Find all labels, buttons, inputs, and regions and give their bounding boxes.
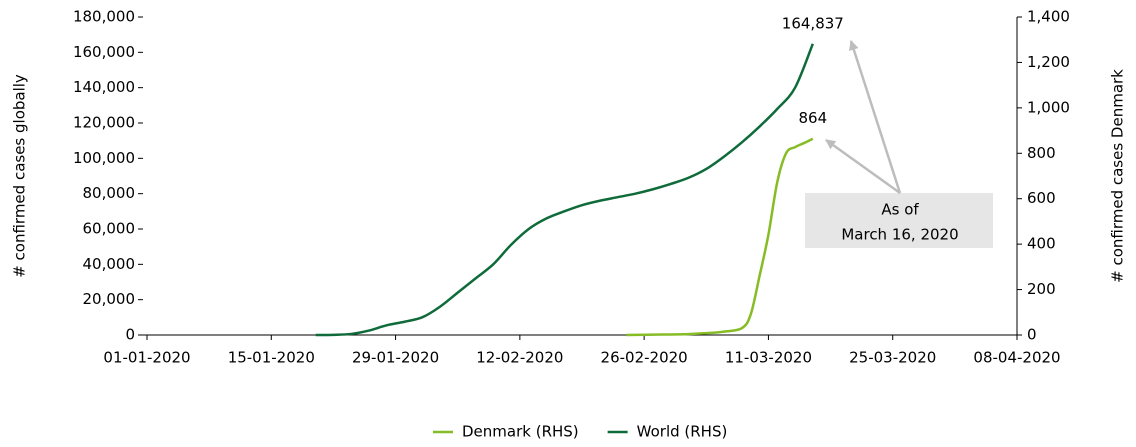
- arrow: [849, 40, 902, 194]
- x-tick-label: 29-01-2020: [352, 349, 439, 367]
- y-tick-label: 60,000: [83, 220, 136, 238]
- y-axis-label: # confirmed cases globally: [11, 74, 29, 278]
- series-line: [315, 43, 814, 337]
- data-label: 864: [798, 109, 827, 127]
- y-tick-label: 100,000: [73, 149, 135, 167]
- y2-tick-label: 600: [1027, 189, 1056, 207]
- x-tick-label: 01-01-2020: [103, 349, 190, 367]
- note-text: March 16, 2020: [841, 226, 958, 244]
- y2-tick-label: 400: [1027, 235, 1056, 253]
- y-tick-label: 80,000: [83, 184, 136, 202]
- y2-tick-label: 800: [1027, 144, 1056, 162]
- y-tick-label: 0: [125, 326, 135, 344]
- y-tick-label: 160,000: [73, 43, 135, 61]
- y-tick-label: 20,000: [83, 290, 136, 308]
- y2-tick-label: 1,400: [1027, 8, 1070, 26]
- y-tick-label: 140,000: [73, 78, 135, 96]
- series-line: [626, 137, 814, 337]
- x-tick-label: 11-03-2020: [725, 349, 812, 367]
- y2-tick-label: 1,000: [1027, 98, 1070, 116]
- y-tick-label: 40,000: [83, 255, 136, 273]
- x-tick-label: 15-01-2020: [228, 349, 315, 367]
- note-box: [805, 193, 993, 248]
- x-tick-label: 26-02-2020: [601, 349, 688, 367]
- x-tick-label: 12-02-2020: [476, 349, 563, 367]
- data-label: 164,837: [782, 14, 844, 32]
- legend-label: Denmark (RHS): [462, 423, 579, 441]
- x-tick-label: 25-03-2020: [849, 349, 936, 367]
- y2-tick-label: 0: [1027, 326, 1037, 344]
- y2-axis-label: # confirmed cases Denmark: [1109, 69, 1127, 283]
- note-text: As of: [881, 201, 919, 219]
- y2-tick-label: 1,200: [1027, 53, 1070, 71]
- y-tick-label: 120,000: [73, 114, 135, 132]
- arrow: [825, 138, 901, 195]
- legend-label: World (RHS): [637, 423, 728, 441]
- y2-tick-label: 200: [1027, 280, 1056, 298]
- x-tick-label: 08-04-2020: [973, 349, 1060, 367]
- y-tick-label: 180,000: [73, 8, 135, 26]
